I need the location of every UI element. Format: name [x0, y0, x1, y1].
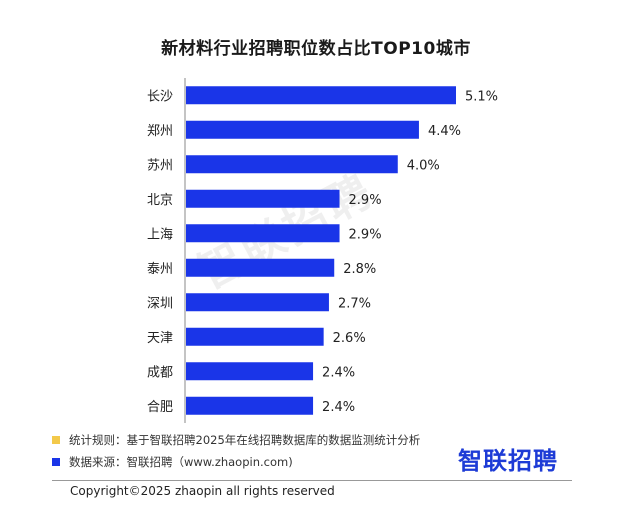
bar-chart: 长沙 5.1% 郑州 4.4% 苏州 4.0% 北京 2.9% 上海 2.9% 泰州 2.8% 深圳 2.…	[147, 78, 498, 423]
category-label: 郑州	[147, 124, 173, 139]
bar	[186, 189, 340, 208]
value-label: 4.0%	[407, 158, 440, 173]
footer-divider	[52, 480, 572, 481]
brand-logo: 智联招聘	[458, 447, 558, 475]
bar	[186, 327, 324, 346]
value-label: 2.6%	[333, 331, 366, 346]
category-label: 长沙	[147, 89, 173, 104]
bar	[186, 362, 314, 381]
category-label: 成都	[147, 365, 173, 380]
value-label: 2.7%	[338, 296, 371, 311]
category-label: 泰州	[147, 262, 173, 277]
bar	[186, 86, 456, 105]
value-label: 2.9%	[349, 193, 382, 208]
category-label: 苏州	[147, 157, 173, 173]
value-label: 4.4%	[428, 124, 461, 139]
category-label: 深圳	[147, 296, 173, 311]
bar	[186, 155, 398, 174]
category-label: 上海	[147, 227, 173, 242]
bar	[186, 120, 419, 139]
value-label: 2.4%	[322, 365, 355, 380]
value-label: 2.4%	[322, 400, 355, 415]
copyright-text: Copyright©2025 zhaopin all rights reserv…	[70, 484, 335, 498]
source-legend-marker	[52, 458, 60, 466]
value-label: 2.8%	[343, 262, 376, 277]
rule-legend-marker	[52, 436, 60, 444]
bar	[186, 293, 329, 312]
source-note: 数据来源：智联招聘（www.zhaopin.com)	[52, 454, 293, 470]
bar	[186, 258, 335, 277]
value-label: 5.1%	[465, 89, 498, 104]
chart-title: 新材料行业招聘职位数占比TOP10城市	[161, 39, 471, 59]
rule-text: 统计规则：基于智联招聘2025年在线招聘数据库的数据监测统计分析	[69, 433, 421, 447]
source-text: 数据来源：智联招聘（www.zhaopin.com)	[69, 455, 293, 469]
bar	[186, 396, 314, 415]
category-label: 合肥	[147, 400, 173, 415]
bar	[186, 224, 340, 243]
value-label: 2.9%	[349, 227, 382, 242]
category-label: 北京	[147, 193, 173, 208]
category-label: 天津	[147, 331, 173, 346]
rule-note: 统计规则：基于智联招聘2025年在线招聘数据库的数据监测统计分析	[52, 432, 420, 448]
